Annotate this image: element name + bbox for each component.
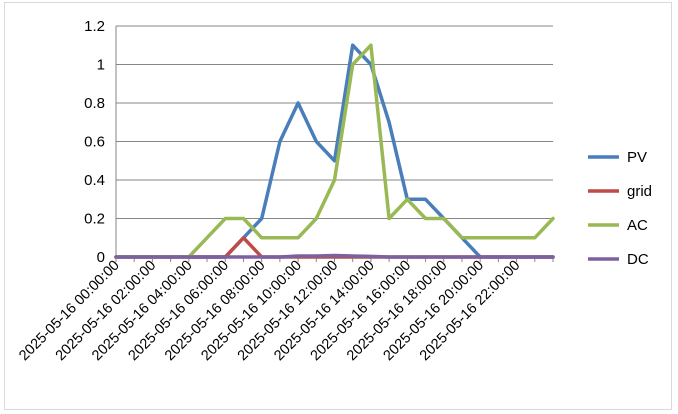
series-line-pv — [114, 43, 555, 259]
y-tick-label: 0.6 — [84, 134, 105, 151]
legend-label-dc: DC — [627, 251, 649, 268]
legend-label-grid: grid — [627, 183, 652, 200]
y-tick-label: 0.2 — [84, 211, 105, 228]
y-tick-label: 0.8 — [84, 95, 105, 112]
series-line-dc — [114, 253, 555, 259]
y-tick-label: 0 — [97, 249, 105, 266]
y-tick-label: 0.4 — [84, 172, 105, 189]
legend-label-ac: AC — [627, 217, 648, 234]
chart-area — [4, 2, 672, 410]
y-tick-label: 1 — [97, 57, 105, 74]
legend-label-pv: PV — [627, 149, 647, 166]
y-tick-label: 1.2 — [84, 18, 105, 35]
